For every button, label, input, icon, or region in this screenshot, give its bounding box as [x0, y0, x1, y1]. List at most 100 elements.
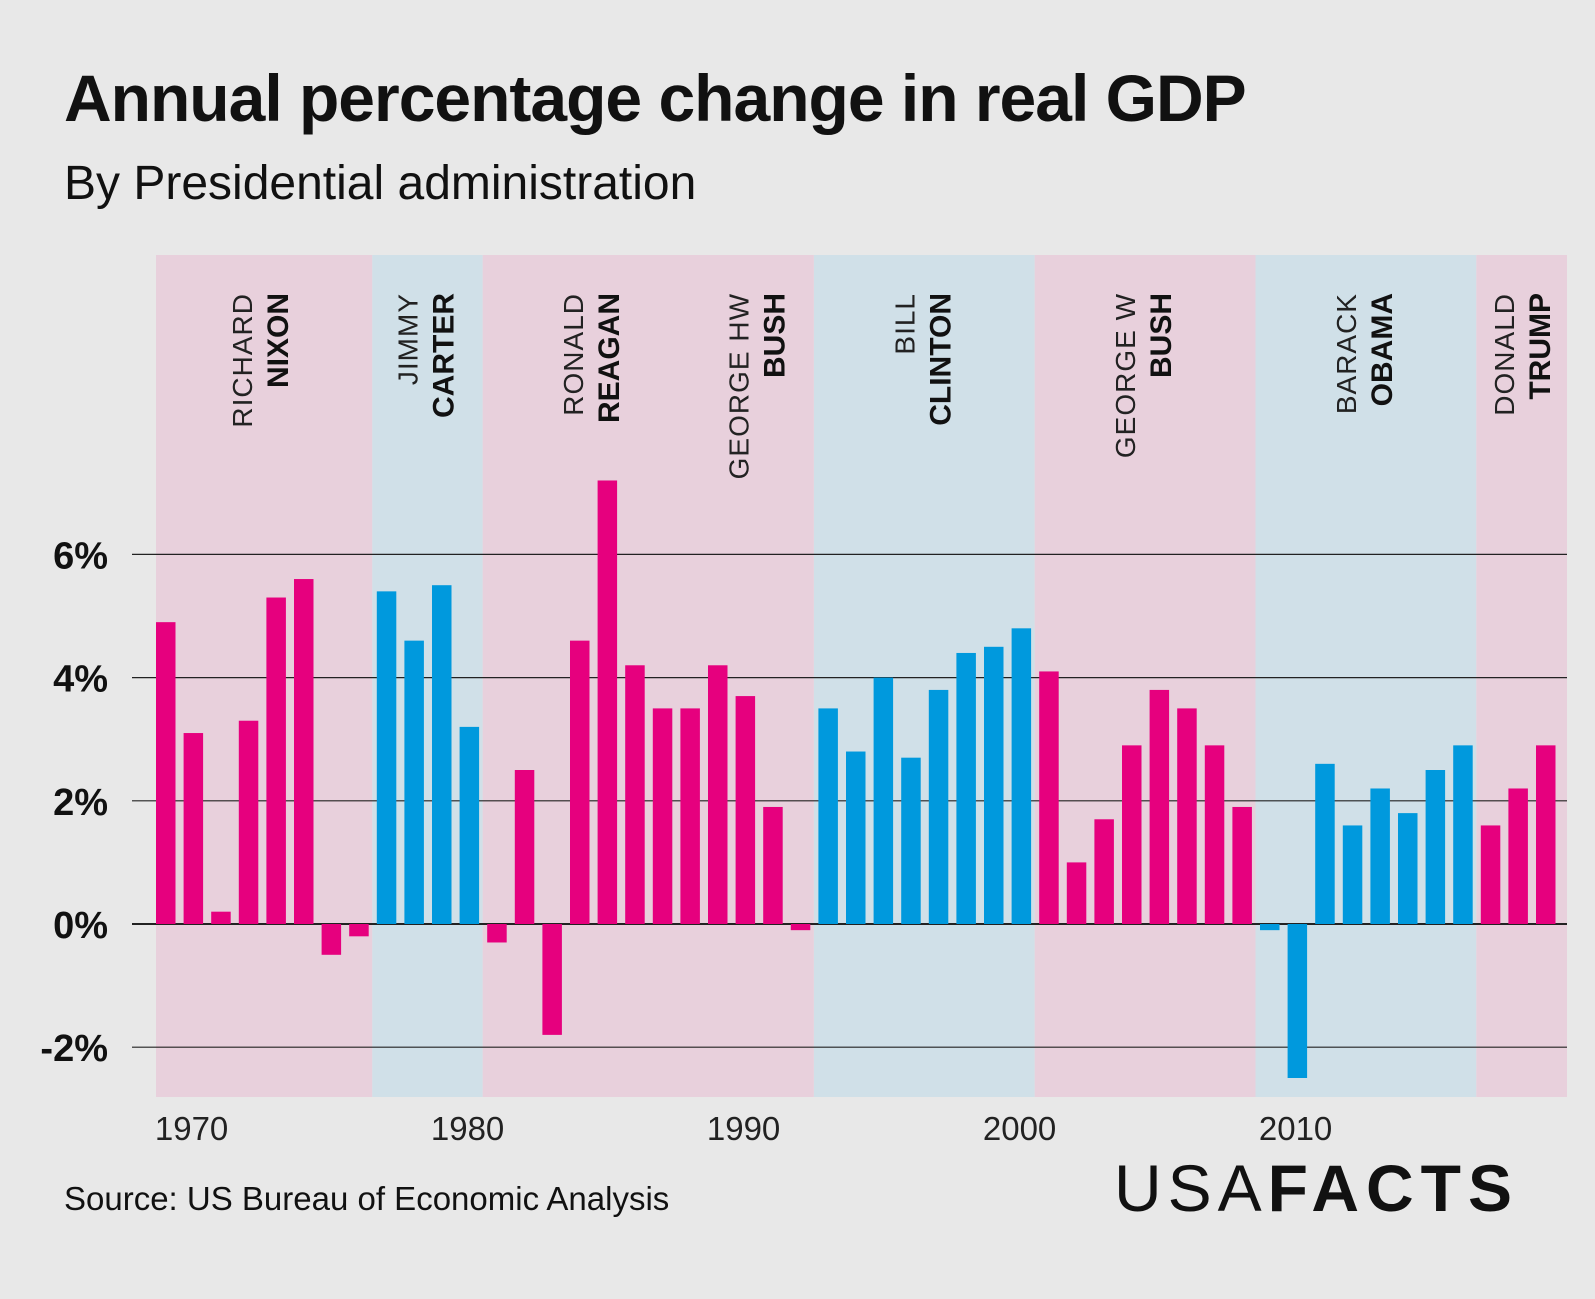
president-first-name: BARACK [1331, 293, 1362, 414]
president-last-name: CLINTON [924, 293, 957, 426]
president-first-name: JIMMY [393, 293, 424, 385]
bar-2019 [1536, 745, 1556, 924]
bar-1997 [928, 689, 949, 924]
x-tick-label: 1970 [155, 1110, 228, 1147]
bar-1993 [818, 708, 838, 924]
y-tick-label: 0% [53, 905, 108, 947]
bar-1994 [846, 751, 866, 924]
bar-1999 [984, 646, 1004, 924]
logo-facts: FACTS [1267, 1151, 1519, 1225]
president-label: RICHARD NIXON [227, 293, 295, 428]
president-label: GEORGE W BUSH [1110, 293, 1178, 458]
bar-2001 [1039, 671, 1059, 924]
bar-2013 [1370, 788, 1390, 924]
bar-1979 [432, 585, 452, 924]
bar-1969 [156, 622, 176, 924]
bar-2010 [1287, 924, 1308, 1078]
president-first-name: BILL [889, 293, 920, 355]
bar-1977 [376, 591, 397, 924]
bar-2003 [1094, 819, 1114, 924]
president-label: JIMMY CARTER [393, 293, 461, 418]
president-labels: RICHARD NIXON JIMMY CARTER RONALD REAGAN GEORG… [227, 293, 1557, 480]
y-tick-label: 2% [53, 782, 108, 824]
bar-1995 [873, 677, 894, 924]
president-label: DONALD TRUMP [1489, 293, 1557, 416]
bar-1989 [708, 665, 728, 924]
bar-2012 [1342, 825, 1363, 924]
bar-1970 [183, 733, 204, 924]
bar-2016 [1453, 745, 1473, 924]
bar-1976 [349, 924, 369, 937]
president-last-name: BUSH [1145, 293, 1178, 378]
president-label: RONALD REAGAN [558, 293, 626, 423]
president-first-name: DONALD [1489, 293, 1520, 416]
president-label: BILL CLINTON [889, 293, 957, 426]
president-last-name: OBAMA [1366, 293, 1399, 406]
bar-1996 [901, 757, 921, 924]
administration-band [1476, 255, 1567, 1097]
logo-usa: USA [1113, 1151, 1268, 1225]
bar-1982 [514, 770, 535, 924]
bar-2006 [1177, 708, 1197, 924]
bar-2009 [1260, 924, 1280, 931]
bar-1980 [459, 726, 480, 924]
x-tick-label: 2000 [983, 1110, 1056, 1147]
bar-1983 [542, 924, 562, 1035]
president-last-name: CARTER [428, 293, 461, 418]
president-last-name: BUSH [759, 293, 792, 378]
bar-1978 [404, 640, 424, 924]
administration-band [1034, 255, 1256, 1097]
bar-2014 [1398, 813, 1418, 924]
chart-title: Annual percentage change in real GDP [64, 61, 1247, 135]
president-last-name: REAGAN [593, 293, 626, 423]
bar-1971 [211, 911, 231, 924]
bar-2004 [1122, 745, 1142, 924]
bar-1974 [294, 579, 314, 924]
bar-2005 [1149, 689, 1170, 924]
administration-bands [156, 255, 1567, 1097]
administration-band [482, 255, 704, 1097]
x-tick-label: 1980 [431, 1110, 504, 1147]
bar-2011 [1315, 763, 1335, 924]
president-last-name: TRUMP [1524, 293, 1557, 400]
president-first-name: RONALD [558, 293, 589, 416]
bar-2017 [1480, 825, 1501, 924]
president-first-name: GEORGE W [1110, 293, 1141, 458]
bar-1986 [625, 665, 645, 924]
bar-1973 [266, 597, 286, 924]
bar-1992 [790, 924, 811, 931]
x-tick-label: 2010 [1259, 1110, 1332, 1147]
y-tick-label: 6% [53, 535, 108, 577]
usafacts-logo: USAFACTS [1114, 1150, 1519, 1226]
bar-2008 [1232, 806, 1252, 924]
bar-1972 [238, 720, 259, 924]
president-label: BARACK OBAMA [1331, 293, 1399, 414]
bar-1981 [487, 924, 507, 943]
bar-2000 [1011, 628, 1032, 924]
bar-2007 [1204, 745, 1225, 924]
president-last-name: NIXON [262, 293, 295, 388]
y-tick-label: -2% [40, 1028, 108, 1070]
bars [156, 480, 1556, 1078]
bar-2015 [1425, 770, 1446, 924]
president-first-name: GEORGE HW [724, 293, 755, 479]
bar-2002 [1066, 862, 1087, 924]
x-tick-label: 1990 [707, 1110, 780, 1147]
bar-2018 [1508, 788, 1528, 924]
y-axis-ticks: -2% 0% 2% 4% 6% [40, 535, 108, 1070]
bar-1987 [652, 708, 673, 924]
bar-1975 [321, 924, 342, 955]
bar-1984 [570, 640, 590, 924]
president-label: GEORGE HW BUSH [724, 293, 792, 479]
bar-1990 [735, 696, 756, 924]
president-first-name: RICHARD [227, 293, 258, 428]
bar-1985 [597, 480, 618, 924]
x-axis-ticks: 1970 1980 1990 2000 2010 [155, 1110, 1332, 1147]
bar-1988 [680, 708, 700, 924]
administration-band [156, 255, 373, 1097]
y-tick-label: 4% [53, 659, 108, 701]
source-note: Source: US Bureau of Economic Analysis [64, 1180, 670, 1217]
bar-1998 [956, 652, 976, 924]
chart-subtitle: By Presidential administration [64, 157, 697, 210]
